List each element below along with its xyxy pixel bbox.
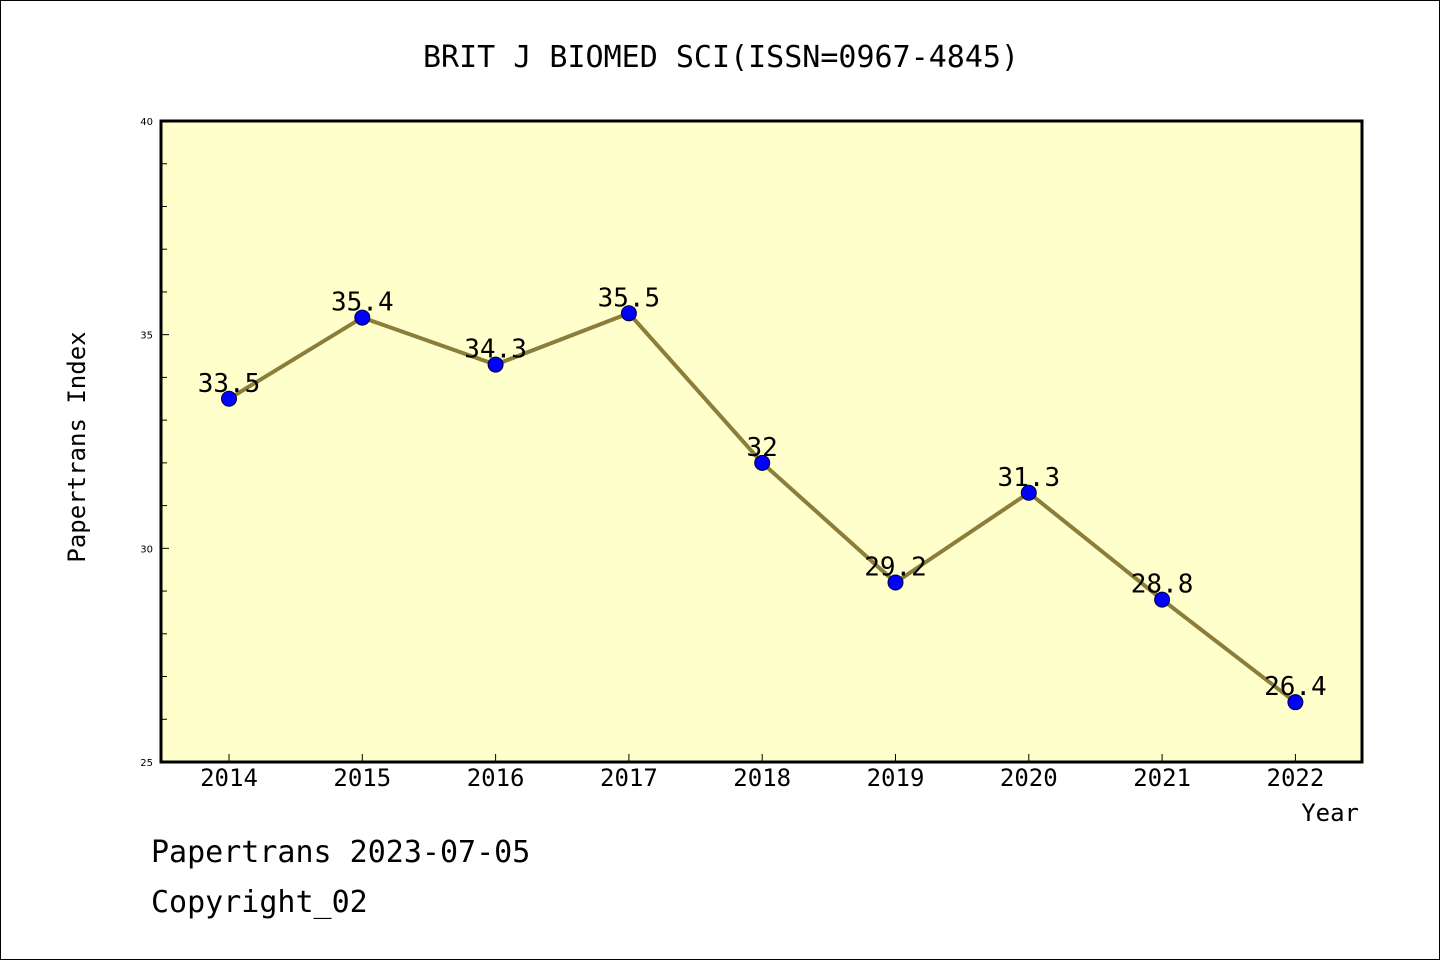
plot-background [161,121,1362,762]
y-tick-label: 25 [140,758,153,769]
x-tick-label: 2021 [1133,764,1191,792]
data-label: 31.3 [997,463,1060,493]
x-tick-label: 2022 [1267,764,1325,792]
chart-title: BRIT J BIOMED SCI(ISSN=0967-4845) [423,40,1019,75]
y-tick-label: 35 [140,331,153,342]
data-point [354,309,371,326]
plot-area: 25 30 35 40 2014 2015 2016 2017 2018 2019 2020 2021… [140,117,1364,792]
plot-border [159,119,1364,764]
x-axis-label: Year [1301,799,1359,827]
x-tick-label: 2015 [333,764,391,792]
y-axis-label: Papertrans Index [63,331,91,562]
data-point [1287,694,1304,711]
data-label: 28.8 [1131,570,1194,600]
data-label: 29.2 [864,553,927,583]
data-label: 35.5 [598,283,661,313]
footer-date-text: Papertrans 2023-07-05 [151,835,531,870]
x-tick-label: 2018 [733,764,791,792]
x-tick-label: 2017 [600,764,658,792]
data-point [620,305,637,322]
data-label: 32 [747,433,778,463]
y-tick-label: 30 [140,544,153,555]
data-label: 33.5 [198,369,261,399]
x-tick-label: 2016 [467,764,525,792]
x-tick-label: 2020 [1000,764,1058,792]
data-point [487,356,504,373]
y-tick-label: 40 [140,117,153,128]
x-tick-label: 2014 [200,764,258,792]
data-label: 35.4 [331,288,394,318]
footer-copyright-text: Copyright_02 [151,885,368,920]
data-point [221,390,237,407]
data-label: 26.4 [1264,672,1327,702]
data-label: 34.3 [464,335,527,365]
data-point [887,574,904,591]
data-point [1154,591,1171,608]
data-point [1020,484,1037,501]
x-tick-label: 2019 [867,764,925,792]
data-point [754,454,771,471]
